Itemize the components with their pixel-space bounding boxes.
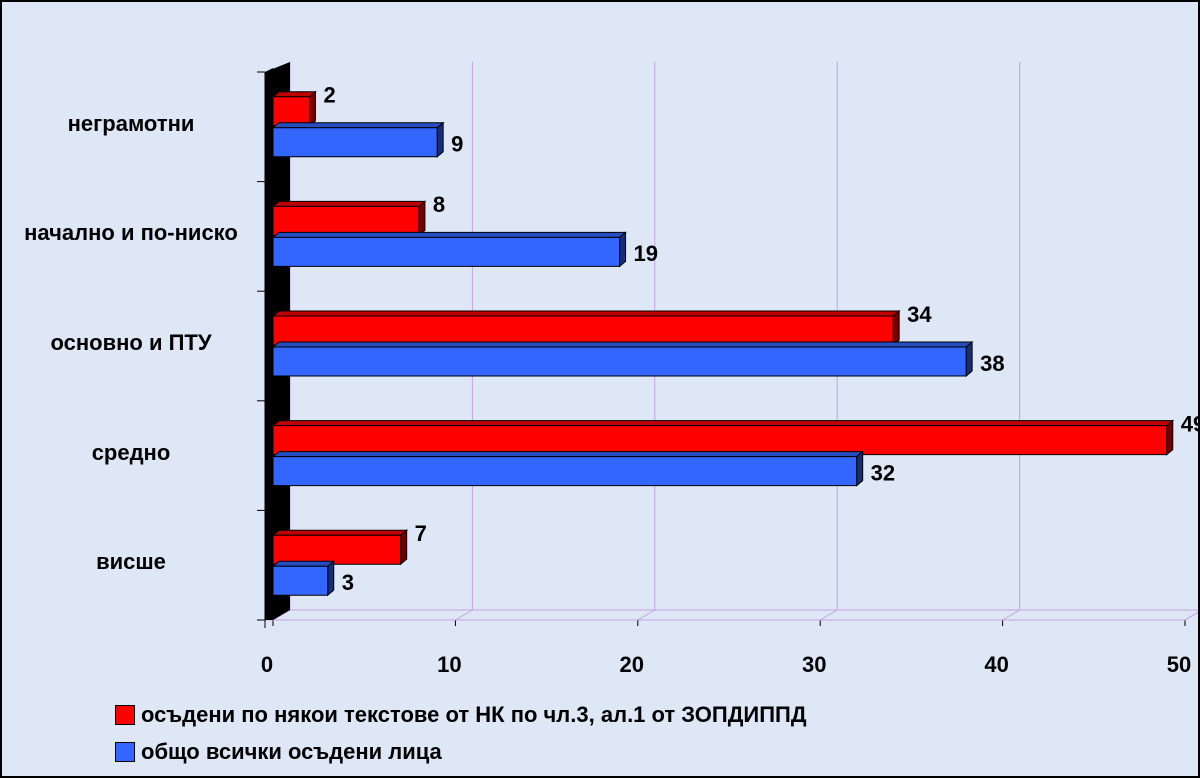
- bar-face: [418, 200, 426, 237]
- bar-face: [272, 565, 329, 596]
- x-tick-label: 0: [261, 652, 273, 677]
- y-tick-label: средно: [91, 439, 171, 465]
- bar: [271, 450, 865, 487]
- legend-label: общо всички осъдени лица: [141, 739, 442, 764]
- bar-face: [272, 425, 1168, 456]
- value-label: 38: [980, 351, 1004, 376]
- legend-swatch: [115, 705, 135, 725]
- bar: [271, 419, 1175, 456]
- bar-face: [271, 310, 901, 317]
- bar: [271, 529, 409, 566]
- bar: [271, 309, 901, 347]
- bar-face: [272, 534, 402, 565]
- grid-line: [819, 609, 838, 621]
- bar-face: [271, 122, 445, 129]
- bar-face: [272, 236, 621, 267]
- bar: [271, 560, 336, 597]
- value-label: 7: [415, 521, 427, 546]
- value-label: 3: [342, 570, 354, 595]
- x-tick-label: 40: [984, 652, 1008, 677]
- x-tick-label: 10: [437, 652, 461, 677]
- floor: [271, 609, 1198, 621]
- wall: [265, 68, 273, 620]
- bar-face: [271, 529, 409, 536]
- bar-face: [271, 560, 336, 567]
- legend-item: осъдени по някои текстове от НК по чл.3,…: [115, 702, 807, 728]
- value-label: 9: [451, 132, 463, 157]
- value-label: 34: [907, 302, 932, 327]
- bar-face: [1166, 419, 1174, 456]
- legend-label: осъдени по някои текстове от НК по чл.3,…: [141, 702, 807, 727]
- x-tick-label: 20: [620, 652, 644, 677]
- bar-face: [965, 340, 973, 378]
- bar: [271, 340, 974, 378]
- bar-face: [272, 205, 420, 236]
- grid-line: [637, 609, 656, 621]
- x-tick-label: 30: [802, 652, 826, 677]
- bar-face: [892, 309, 900, 347]
- bar-face: [327, 560, 335, 597]
- value-label: 2: [323, 83, 335, 108]
- legend-item: общо всички осъдени лица: [115, 739, 442, 765]
- bar-face: [308, 90, 316, 127]
- bar-face: [272, 315, 894, 346]
- y-tick-label: неграмотни: [67, 110, 195, 136]
- bar-face: [271, 451, 865, 458]
- bar-face: [400, 529, 408, 566]
- legend-swatch: [115, 742, 135, 762]
- bar-face: [271, 91, 317, 98]
- value-label: 32: [871, 460, 895, 485]
- value-label: 49: [1181, 411, 1198, 436]
- y-tick-label: висше: [96, 549, 166, 575]
- bar-face: [271, 200, 427, 207]
- value-label: 19: [634, 241, 658, 266]
- bar-face: [271, 420, 1175, 427]
- bar: [271, 200, 427, 237]
- bar-face: [271, 341, 974, 348]
- bar-face: [436, 121, 444, 158]
- y-tick-label: основно и ПТУ: [50, 330, 212, 355]
- grid-line: [455, 609, 473, 621]
- value-label: 8: [433, 192, 445, 217]
- bar-face: [272, 456, 858, 487]
- bar-face: [272, 346, 967, 377]
- bar-face: [856, 450, 864, 487]
- bar: [271, 121, 445, 158]
- grid-line: [1002, 609, 1020, 621]
- bar-face: [272, 127, 438, 158]
- x-tick-label: 50: [1167, 652, 1191, 677]
- y-tick-label: начално и по-ниско: [24, 220, 238, 246]
- bar: [271, 90, 317, 127]
- bar-face: [271, 231, 627, 238]
- bar: [271, 231, 627, 268]
- bar-face: [619, 231, 627, 268]
- bar-face: [272, 96, 310, 127]
